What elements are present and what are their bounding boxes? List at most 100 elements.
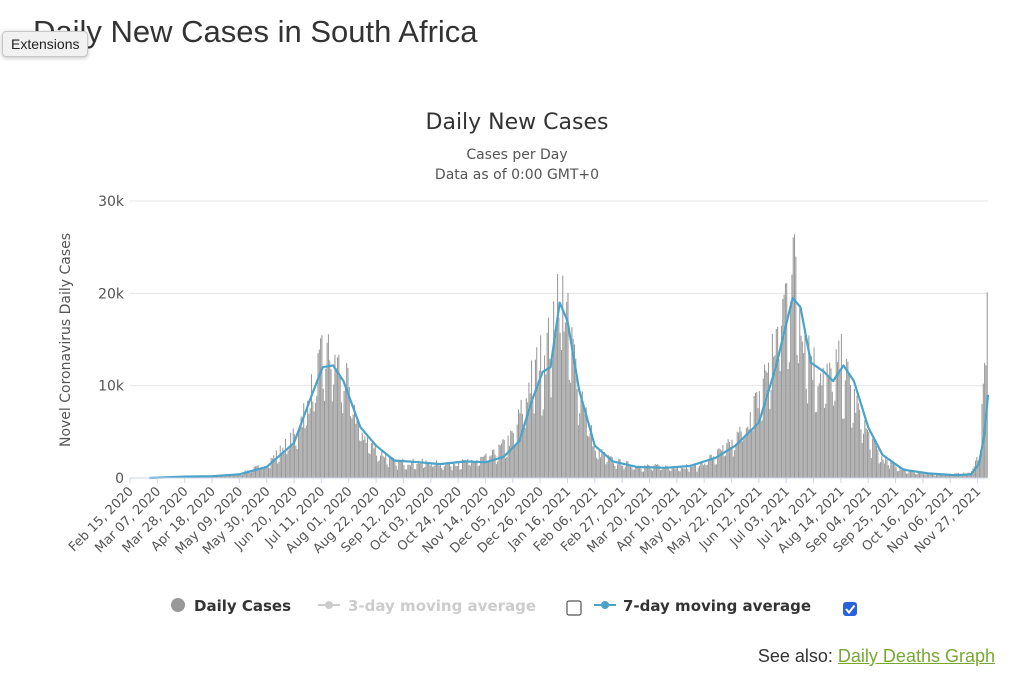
daily-cases-bar xyxy=(351,418,353,478)
daily-cases-bar xyxy=(633,469,635,478)
daily-cases-bar xyxy=(921,473,923,478)
daily-cases-bar xyxy=(598,448,600,478)
daily-cases-bar xyxy=(885,457,887,478)
daily-cases-bar xyxy=(933,475,935,478)
daily-cases-bar xyxy=(437,463,439,478)
daily-cases-bar xyxy=(672,468,674,478)
daily-cases-bar xyxy=(447,463,449,478)
daily-cases-bar xyxy=(262,467,264,478)
daily-cases-bar xyxy=(892,463,895,478)
daily-cases-bar xyxy=(442,469,444,478)
daily-cases-bar xyxy=(662,468,664,478)
daily-cases-bar xyxy=(684,468,686,478)
daily-cases-bar xyxy=(899,467,901,478)
daily-cases-bar xyxy=(731,439,733,478)
daily-cases-bar xyxy=(843,418,845,478)
daily-cases-bar xyxy=(327,334,329,478)
daily-cases-bar xyxy=(855,412,857,478)
daily-cases-bar xyxy=(683,468,685,478)
daily-cases-bar xyxy=(433,466,435,478)
daily-cases-bar xyxy=(347,368,349,478)
daily-cases-bar xyxy=(572,338,574,478)
daily-cases-bar xyxy=(376,455,378,478)
daily-cases-bar xyxy=(573,344,576,478)
daily-cases-bar xyxy=(687,468,689,478)
daily-cases-bar xyxy=(734,450,736,478)
daily-cases-bar xyxy=(597,459,599,478)
daily-cases-bar xyxy=(714,464,716,478)
daily-cases-bar xyxy=(730,447,732,478)
daily-cases-bar xyxy=(408,464,410,478)
daily-cases-bar xyxy=(534,359,536,478)
daily-cases-bar xyxy=(305,425,307,478)
daily-cases-bar xyxy=(872,438,874,478)
daily-cases-bar xyxy=(559,332,561,478)
daily-cases-bar xyxy=(452,463,454,478)
daily-cases-bar xyxy=(373,448,375,478)
daily-cases-bar xyxy=(501,443,503,478)
y-tick-label: 0 xyxy=(115,471,124,487)
daily-cases-bar xyxy=(230,474,232,478)
daily-cases-bar xyxy=(645,466,647,478)
daily-cases-bar xyxy=(680,465,682,478)
daily-cases-bar xyxy=(525,398,527,478)
daily-cases-bar xyxy=(911,471,913,478)
daily-cases-bar xyxy=(471,460,473,478)
daily-cases-bar xyxy=(456,466,458,478)
daily-cases-bar xyxy=(847,361,849,478)
daily-cases-bar xyxy=(490,455,492,478)
daily-cases-bar xyxy=(428,463,430,478)
daily-cases-bar xyxy=(400,460,402,478)
daily-cases-bar xyxy=(622,465,624,478)
daily-cases-bar xyxy=(632,469,634,478)
daily-cases-bar xyxy=(860,429,862,478)
daily-cases-bar xyxy=(623,469,625,478)
daily-cases-bar xyxy=(321,335,323,478)
daily-cases-bar xyxy=(659,470,661,478)
daily-cases-bar xyxy=(240,475,242,478)
checkbox-7-day-box xyxy=(843,602,857,616)
daily-cases-bar xyxy=(395,465,397,478)
daily-cases-bar xyxy=(857,403,859,478)
daily-cases-bar xyxy=(473,462,475,478)
daily-cases-bar xyxy=(670,470,672,478)
daily-cases-bar xyxy=(818,383,820,478)
daily-cases-bar xyxy=(554,329,556,478)
daily-cases-bar xyxy=(919,472,921,478)
daily-cases-bar xyxy=(844,380,846,478)
chart-subtitle-2: Data as of 0:00 GMT+0 xyxy=(435,167,599,183)
daily-cases-bar xyxy=(666,465,668,478)
daily-cases-bar xyxy=(581,391,583,478)
daily-cases-bar xyxy=(864,420,866,478)
daily-cases-bar xyxy=(981,403,983,478)
daily-cases-bar xyxy=(551,359,553,478)
daily-cases-bar xyxy=(773,356,775,478)
daily-cases-bar xyxy=(894,464,896,478)
daily-cases-bar xyxy=(726,443,728,478)
daily-cases-bar xyxy=(764,364,766,478)
daily-cases-bar xyxy=(256,465,258,478)
daily-cases-bar xyxy=(816,411,818,478)
daily-cases-bar xyxy=(446,462,448,478)
legend-item-7-day-average[interactable]: 7-day moving average xyxy=(594,597,811,615)
y-tick-label: 10k xyxy=(98,379,125,395)
daily-cases-bar xyxy=(711,458,714,478)
daily-cases-bar xyxy=(424,466,426,478)
daily-cases-bar xyxy=(286,454,288,478)
daily-cases-bar xyxy=(656,464,658,478)
legend-item-daily-cases[interactable]: Daily Cases xyxy=(171,597,291,615)
checkbox-3-day-average[interactable] xyxy=(566,600,582,616)
daily-cases-bar xyxy=(878,463,880,478)
daily-cases-bar xyxy=(779,371,781,478)
daily-cases-bar xyxy=(792,237,794,478)
daily-cases-bar xyxy=(631,467,633,478)
daily-cases-bar xyxy=(228,474,230,478)
daily-cases-bar xyxy=(486,461,488,478)
daily-deaths-graph-link[interactable]: Daily Deaths Graph xyxy=(837,646,995,666)
checkbox-7-day-average[interactable] xyxy=(843,602,857,616)
legend-item-3-day-average[interactable]: 3-day moving average xyxy=(318,597,536,615)
daily-cases-bar xyxy=(331,401,333,478)
daily-cases-bar xyxy=(627,461,629,478)
daily-cases-bar xyxy=(648,464,650,478)
daily-cases-bar xyxy=(770,390,772,478)
